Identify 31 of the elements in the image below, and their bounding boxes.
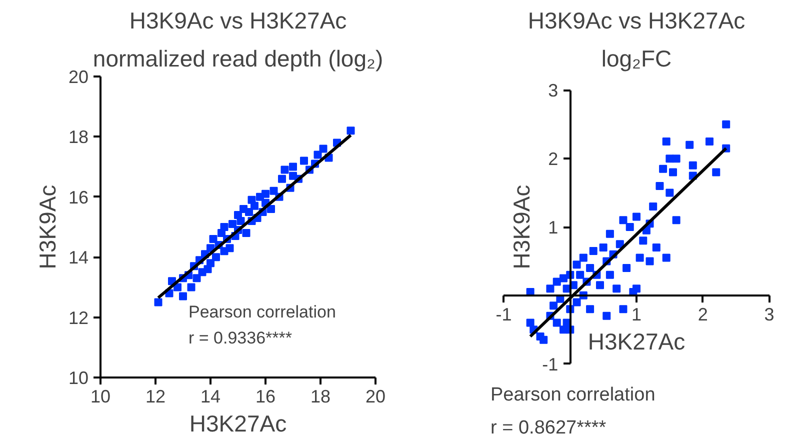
y-axis-title: H3K9Ac xyxy=(34,184,60,270)
chart-title: H3K9Ac vs H3K27Ac xyxy=(528,8,746,34)
text: r = 0.8627**** xyxy=(490,418,607,438)
x-tick-label: 10 xyxy=(90,386,111,406)
y-tick-label: 10 xyxy=(68,368,89,388)
annotation: Pearson correlation xyxy=(188,302,336,322)
y-tick-label: 3 xyxy=(548,80,558,101)
x-tick-label: 18 xyxy=(310,386,331,406)
chart-subtitle: log₂FC xyxy=(601,46,672,72)
x-tick-label: 16 xyxy=(255,386,276,406)
x-tick-label: 2 xyxy=(698,304,708,324)
y-axis-title: H3K9Ac xyxy=(508,184,534,270)
text: Pearson correlation xyxy=(490,384,656,406)
y-tick-label: 20 xyxy=(68,67,89,87)
y-tick-label: 1 xyxy=(548,218,558,238)
x-tick-label: 12 xyxy=(145,386,166,406)
y-tick-label: -1 xyxy=(542,354,558,374)
x-tick-label: -1 xyxy=(496,304,512,324)
chart-subtitle: normalized read depth (log₂) xyxy=(92,46,384,72)
y-tick-label: 14 xyxy=(68,248,89,268)
x-tick-label: 3 xyxy=(764,304,774,324)
x-tick-label: 1 xyxy=(631,304,642,324)
x-axis-title: H3K27Ac xyxy=(588,328,686,354)
x-tick-label: 14 xyxy=(200,386,221,406)
chart-title: H3K9Ac vs H3K27Ac xyxy=(129,8,347,34)
x-axis-title: H3K27Ac xyxy=(189,410,287,436)
x-tick-label: 20 xyxy=(365,386,386,406)
y-tick-label: 18 xyxy=(68,127,89,148)
y-tick-label: 2 xyxy=(548,149,558,170)
annotation: r = 0.9336**** xyxy=(188,328,292,348)
y-tick-label: 16 xyxy=(68,187,89,208)
